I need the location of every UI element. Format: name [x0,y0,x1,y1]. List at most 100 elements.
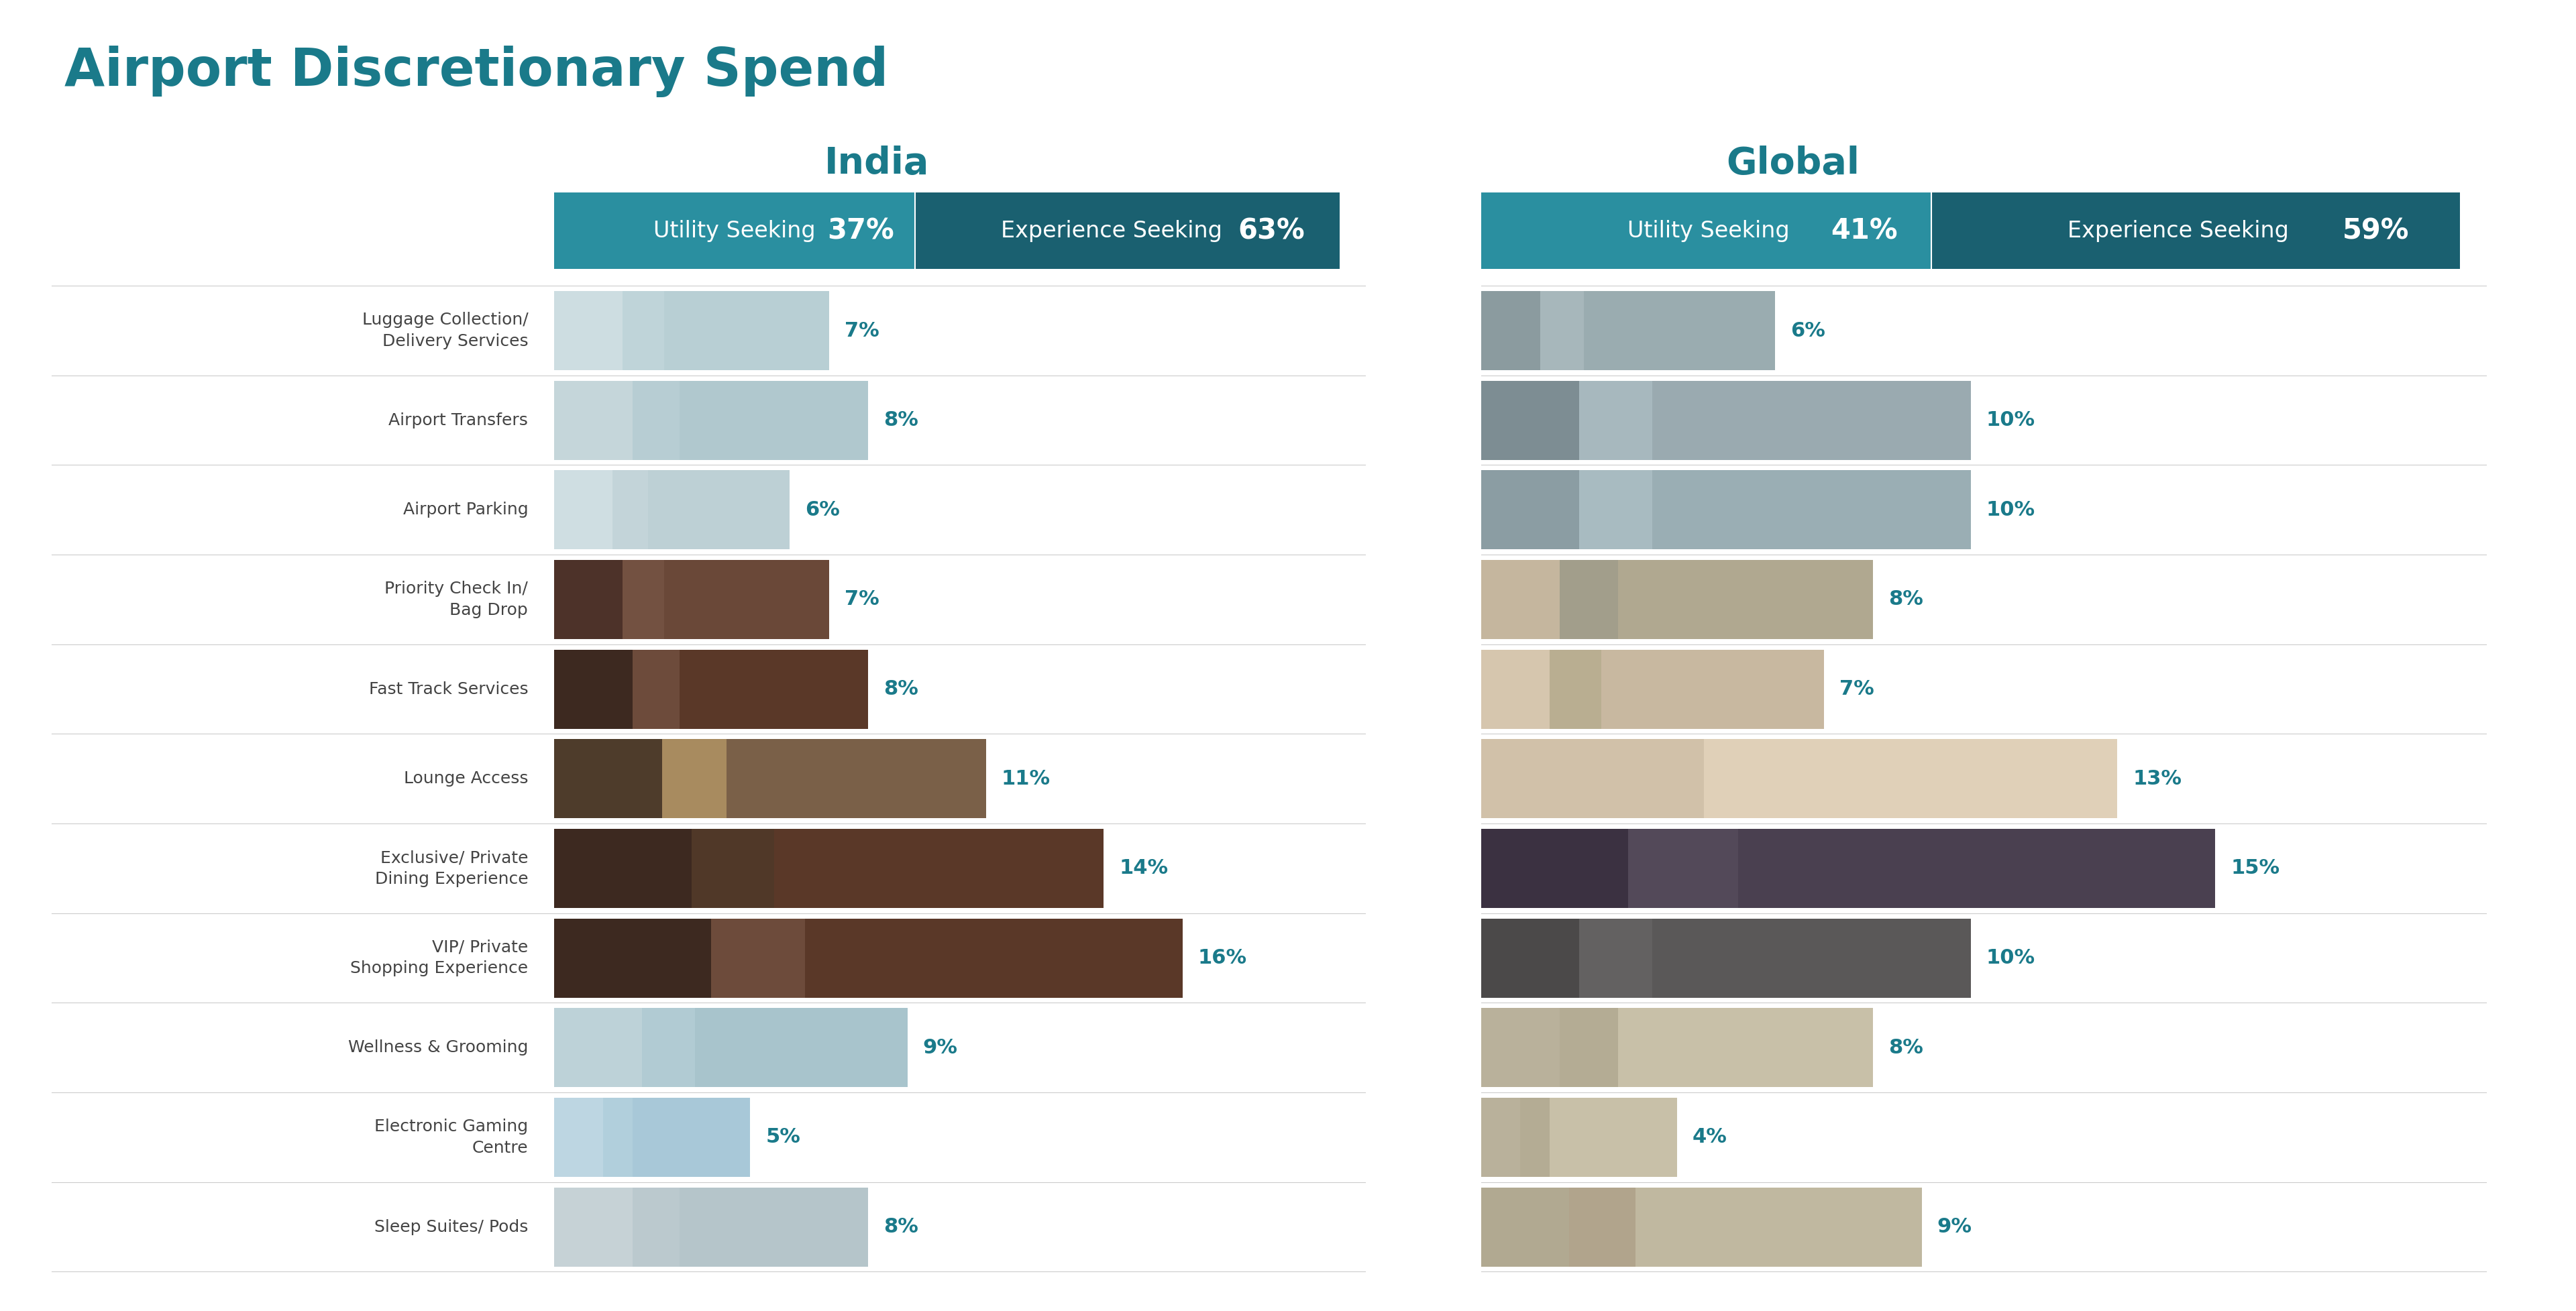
Text: Experience Seeking: Experience Seeking [2069,220,2303,241]
Bar [1932,193,2460,269]
Text: 8%: 8% [884,1217,920,1236]
Bar [554,1188,868,1266]
Bar [711,919,806,998]
Bar [554,919,1182,998]
Bar [623,291,665,370]
Bar [634,649,680,729]
Text: 16%: 16% [1198,948,1247,968]
Bar [1481,560,1873,638]
Text: 15%: 15% [2231,859,2280,878]
Bar [634,380,680,460]
Bar [554,193,914,269]
Bar [1481,380,1579,460]
Bar [554,291,829,370]
Text: 5%: 5% [765,1127,801,1147]
Bar [1558,560,1618,638]
Bar [554,1188,634,1266]
Text: 9%: 9% [922,1038,958,1058]
Bar [1520,1097,1551,1177]
Text: Utility Seeking: Utility Seeking [1628,220,1803,241]
Text: 6%: 6% [804,499,840,519]
Bar [1481,1008,1873,1087]
Bar [554,291,623,370]
Bar [1481,380,1971,460]
Text: 8%: 8% [884,679,920,699]
Text: 13%: 13% [2133,770,2182,788]
Bar [554,829,1103,909]
Text: Airport Transfers: Airport Transfers [389,412,528,429]
Bar [1481,919,1579,998]
Bar [1628,829,1739,909]
Bar [554,1008,641,1087]
Text: 7%: 7% [845,590,878,610]
Bar [554,919,711,998]
Text: Utility Seeking: Utility Seeking [654,220,829,241]
Text: 63%: 63% [1239,216,1306,245]
Text: Wellness & Grooming: Wellness & Grooming [348,1040,528,1055]
Text: 41%: 41% [1832,216,1899,245]
Text: 9%: 9% [1937,1217,1973,1236]
Text: Fast Track Services: Fast Track Services [368,680,528,697]
Bar [554,1097,603,1177]
Text: 4%: 4% [1692,1127,1728,1147]
Text: 8%: 8% [1888,590,1924,610]
Bar [1481,649,1551,729]
Text: 10%: 10% [1986,499,2035,519]
Bar [1481,829,1628,909]
Bar [1481,471,1971,549]
Bar [554,1097,750,1177]
Bar [1481,193,1932,269]
Bar [1579,380,1654,460]
Bar [1579,471,1654,549]
Text: 14%: 14% [1118,859,1170,878]
Bar [603,1097,634,1177]
Bar [554,560,829,638]
Text: 10%: 10% [1986,410,2035,430]
Bar [1481,471,1579,549]
Bar [914,193,1340,269]
Bar [1481,649,1824,729]
Text: 8%: 8% [884,410,920,430]
Bar [554,380,634,460]
Bar [1558,1008,1618,1087]
Text: Experience Seeking: Experience Seeking [1002,220,1236,241]
Bar [554,380,868,460]
Bar [1481,560,1558,638]
Bar [1579,919,1654,998]
Text: Sleep Suites/ Pods: Sleep Suites/ Pods [374,1219,528,1235]
Text: Airport Parking: Airport Parking [402,502,528,518]
Text: VIP/ Private
Shopping Experience: VIP/ Private Shopping Experience [350,940,528,977]
Bar [690,829,773,909]
Bar [1481,739,2117,818]
Text: 7%: 7% [845,321,878,341]
Bar [1551,649,1602,729]
Text: Airport Discretionary Spend: Airport Discretionary Spend [64,46,889,97]
Text: 59%: 59% [2342,216,2409,245]
Text: Global: Global [1726,146,1860,182]
Bar [554,829,690,909]
Text: 11%: 11% [1002,770,1051,788]
Bar [554,471,788,549]
Text: Priority Check In/
Bag Drop: Priority Check In/ Bag Drop [384,581,528,617]
Bar [662,739,726,818]
Bar [1481,919,1971,998]
Bar [1481,1008,1558,1087]
Bar [634,1188,680,1266]
Bar [623,560,665,638]
Text: India: India [824,146,930,182]
Bar [554,649,634,729]
Bar [554,739,662,818]
Bar [1481,1188,1922,1266]
Text: Exclusive/ Private
Dining Experience: Exclusive/ Private Dining Experience [374,850,528,888]
Bar [554,739,987,818]
Text: Lounge Access: Lounge Access [404,771,528,787]
Text: Luggage Collection/
Delivery Services: Luggage Collection/ Delivery Services [363,312,528,349]
Text: Electronic Gaming
Centre: Electronic Gaming Centre [374,1118,528,1156]
Bar [1540,291,1584,370]
Bar [1569,1188,1636,1266]
Text: 7%: 7% [1839,679,1873,699]
Bar [554,471,613,549]
Bar [1481,1097,1677,1177]
Text: 8%: 8% [1888,1038,1924,1058]
Bar [554,560,623,638]
